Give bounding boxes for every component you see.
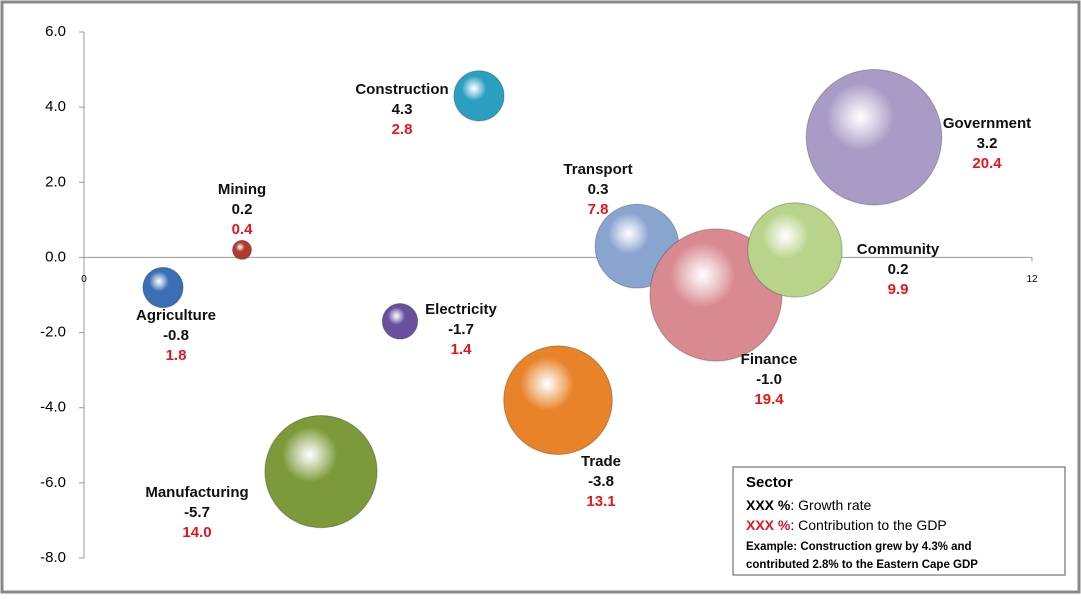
y-tick-label: 2.0 (45, 173, 66, 190)
growth-label: 3.2 (977, 135, 998, 152)
bubble (503, 345, 613, 455)
growth-label: 4.3 (392, 101, 413, 118)
bubble-name: Trade (581, 453, 621, 470)
growth-label: 0.2 (232, 201, 253, 218)
growth-label: -1.7 (448, 321, 474, 338)
y-tick-label: -2.0 (40, 324, 66, 341)
contribution-label: 14.0 (182, 524, 211, 541)
bubble-name: Agriculture (136, 307, 216, 324)
legend-text: : Contribution to the GDP (790, 517, 946, 533)
growth-label: -3.8 (588, 473, 614, 490)
bubble (805, 68, 943, 206)
y-tick-label: -4.0 (40, 399, 66, 416)
y-tick-label: 0.0 (45, 248, 66, 265)
growth-label: -5.7 (184, 504, 210, 521)
bubble (453, 70, 505, 122)
contribution-label: 13.1 (586, 493, 615, 510)
contribution-label: 7.8 (588, 201, 609, 218)
legend-box: Sector XXX %: Growth rate XXX %: Contrib… (732, 466, 1066, 576)
contribution-label: 9.9 (888, 281, 909, 298)
y-tick-label: 6.0 (45, 23, 66, 40)
legend-example: contributed 2.8% to the Eastern Cape GDP (746, 559, 978, 571)
bubble (142, 266, 184, 309)
bubble-name: Construction (355, 81, 448, 98)
legend-key: XXX % (746, 517, 791, 533)
bubble (381, 303, 419, 340)
bubble (747, 202, 843, 298)
bubble-name: Electricity (425, 301, 497, 318)
x-tick-label: 0 (81, 274, 87, 285)
x-tick-label: 12 (1026, 274, 1038, 285)
bubble (232, 239, 252, 260)
legend-key: XXX % (746, 497, 791, 513)
bubble-name: Community (857, 241, 940, 258)
contribution-label: 1.8 (166, 347, 187, 364)
bubble-name: Finance (741, 351, 798, 368)
y-tick-label: 4.0 (45, 98, 66, 115)
growth-label: 0.3 (588, 181, 609, 198)
bubble-name: Manufacturing (145, 484, 248, 501)
contribution-label: 0.4 (232, 221, 254, 238)
bubble-name: Transport (563, 161, 632, 178)
legend-text: : Growth rate (790, 497, 871, 513)
contribution-label: 1.4 (451, 341, 473, 358)
legend-frame (732, 466, 1066, 576)
contribution-label: 20.4 (972, 155, 1002, 172)
growth-label: 0.2 (888, 261, 909, 278)
bubble-name: Government (943, 115, 1031, 132)
bubble (264, 414, 378, 529)
contribution-label: 19.4 (754, 391, 784, 408)
legend-growth: XXX %: Growth rate (746, 497, 871, 513)
growth-label: -1.0 (756, 371, 782, 388)
y-tick-label: -8.0 (40, 549, 66, 566)
contribution-label: 2.8 (392, 121, 413, 138)
growth-label: -0.8 (163, 327, 189, 344)
legend-example: Example: Construction grew by 4.3% and (746, 541, 972, 553)
bubble-name: Mining (218, 181, 266, 198)
y-tick-label: -6.0 (40, 474, 66, 491)
legend-contribution: XXX %: Contribution to the GDP (746, 517, 947, 533)
legend-title: Sector (746, 474, 793, 491)
